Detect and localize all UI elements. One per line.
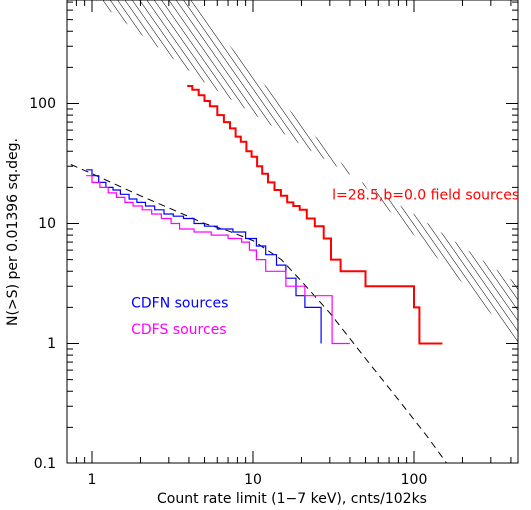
plot-frame: [66, 0, 519, 464]
y-axis-label: N(>S) per 0.01396 sq.deg.: [5, 138, 21, 326]
x-axis-label: Count rate limit (1−7 keV), cnts/102ks: [157, 491, 427, 507]
x-tick-label-1: 1: [88, 472, 97, 488]
series-cdfn-sources: [86, 169, 322, 344]
y-tick-label-10: 10: [38, 216, 56, 232]
annotation-cdfs-sources: CDFS sources: [131, 322, 226, 338]
axis-ticks: [67, 0, 518, 463]
y-tick-label-0.1: 0.1: [34, 456, 56, 472]
annotation-field-sources: l=28.5,b=0.0 field sources: [332, 188, 519, 204]
y-tick-label-100: 100: [29, 96, 56, 112]
x-tick-label-10: 10: [244, 472, 262, 488]
series-cdfs-sources: [86, 175, 350, 345]
x-tick-label-100: 100: [401, 472, 428, 488]
annotation-cdfn-sources: CDFN sources: [131, 295, 228, 311]
series-l-28-5-b-0-0-field-sources: [187, 85, 443, 345]
y-tick-label-1: 1: [47, 336, 56, 352]
